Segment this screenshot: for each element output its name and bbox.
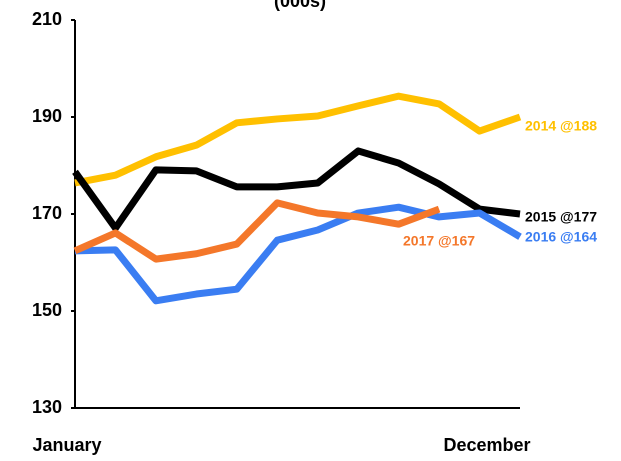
y-tick-label: 190 (32, 106, 62, 126)
x-tick-label: December (443, 435, 530, 455)
series-label: 2016 @164 (525, 229, 597, 245)
x-tick-label: January (32, 435, 101, 455)
y-tick-label: 130 (32, 397, 62, 417)
y-tick-label: 170 (32, 203, 62, 223)
series-label: 2015 @177 (525, 209, 597, 225)
line-series (73, 199, 441, 263)
line-series (74, 203, 522, 305)
line-series (74, 92, 522, 187)
y-tick-label: 150 (32, 300, 62, 320)
line-series (72, 147, 521, 232)
series-label: 2014 @188 (525, 118, 597, 134)
chart-title: (000s) (274, 0, 326, 11)
y-tick-label: 210 (32, 9, 62, 29)
series-label: 2017 @167 (403, 233, 475, 249)
